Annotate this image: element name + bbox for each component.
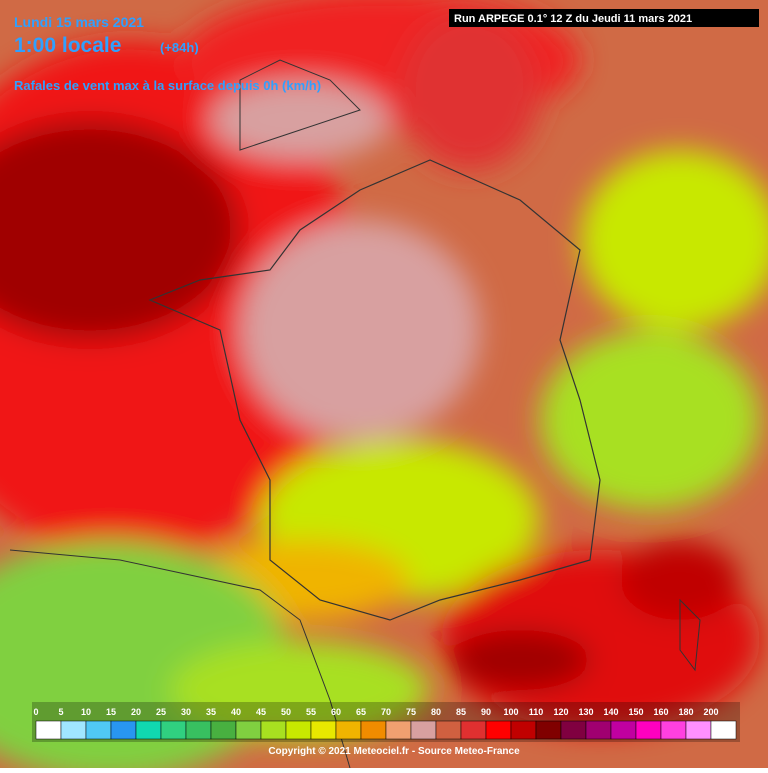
legend-label: 5 (58, 707, 63, 717)
legend-label: 80 (431, 707, 441, 717)
copyright: Copyright © 2021 Meteociel.fr - Source M… (268, 746, 520, 757)
legend-swatch (85, 720, 112, 740)
legend-label: 70 (381, 707, 391, 717)
legend-swatch (610, 720, 637, 740)
legend-label: 200 (703, 707, 718, 717)
legend-label: 110 (529, 707, 544, 717)
legend-swatch (560, 720, 587, 740)
legend-label: 100 (503, 707, 518, 717)
legend-swatch (135, 720, 162, 740)
legend-label: 45 (256, 707, 266, 717)
legend-swatch (60, 720, 87, 740)
legend-swatch (710, 720, 737, 740)
legend-label: 140 (603, 707, 618, 717)
legend-swatch (535, 720, 562, 740)
legend-swatch (160, 720, 187, 740)
legend-swatch (185, 720, 212, 740)
legend-label: 50 (281, 707, 291, 717)
legend-swatch (510, 720, 537, 740)
legend-swatch (310, 720, 337, 740)
legend: 0 5 10 15 20 25 30 35 40 45 50 55 60 65 70 75 80 85 90 100 1… (32, 702, 740, 742)
subtitle: Rafales de vent max à la surface depuis … (14, 78, 321, 93)
legend-label: 0 (33, 707, 38, 717)
legend-swatch (35, 720, 62, 740)
legend-label: 160 (653, 707, 668, 717)
legend-label: 10 (81, 707, 91, 717)
run-box (449, 9, 759, 27)
legend-swatch (635, 720, 662, 740)
legend-swatch (235, 720, 262, 740)
legend-swatch (685, 720, 712, 740)
legend-label: 25 (156, 707, 166, 717)
legend-label: 55 (306, 707, 316, 717)
legend-label: 60 (331, 707, 341, 717)
lead-time: (+84h) (160, 40, 199, 55)
legend-swatch (110, 720, 137, 740)
legend-swatch (360, 720, 387, 740)
legend-label: 20 (131, 707, 141, 717)
legend-label: 150 (628, 707, 643, 717)
legend-swatch (485, 720, 512, 740)
run-info: Run ARPEGE 0.1° 12 Z du Jeudi 11 mars 20… (454, 13, 692, 25)
legend-label: 85 (456, 707, 466, 717)
legend-label: 90 (481, 707, 491, 717)
legend-swatch (210, 720, 237, 740)
legend-swatch (660, 720, 687, 740)
legend-swatch (435, 720, 462, 740)
legend-swatch (460, 720, 487, 740)
legend-swatch (585, 720, 612, 740)
time: 1:00 locale (14, 34, 121, 57)
legend-swatch (410, 720, 437, 740)
legend-label: 130 (578, 707, 593, 717)
legend-swatch (385, 720, 412, 740)
date: Lundi 15 mars 2021 (14, 14, 144, 30)
legend-swatch (285, 720, 312, 740)
legend-label: 75 (406, 707, 416, 717)
legend-label: 120 (553, 707, 568, 717)
legend-label: 35 (206, 707, 216, 717)
legend-label: 180 (678, 707, 693, 717)
legend-label: 65 (356, 707, 366, 717)
legend-swatch (260, 720, 287, 740)
legend-label: 30 (181, 707, 191, 717)
legend-swatch (335, 720, 362, 740)
legend-label: 15 (106, 707, 116, 717)
legend-label: 40 (231, 707, 241, 717)
